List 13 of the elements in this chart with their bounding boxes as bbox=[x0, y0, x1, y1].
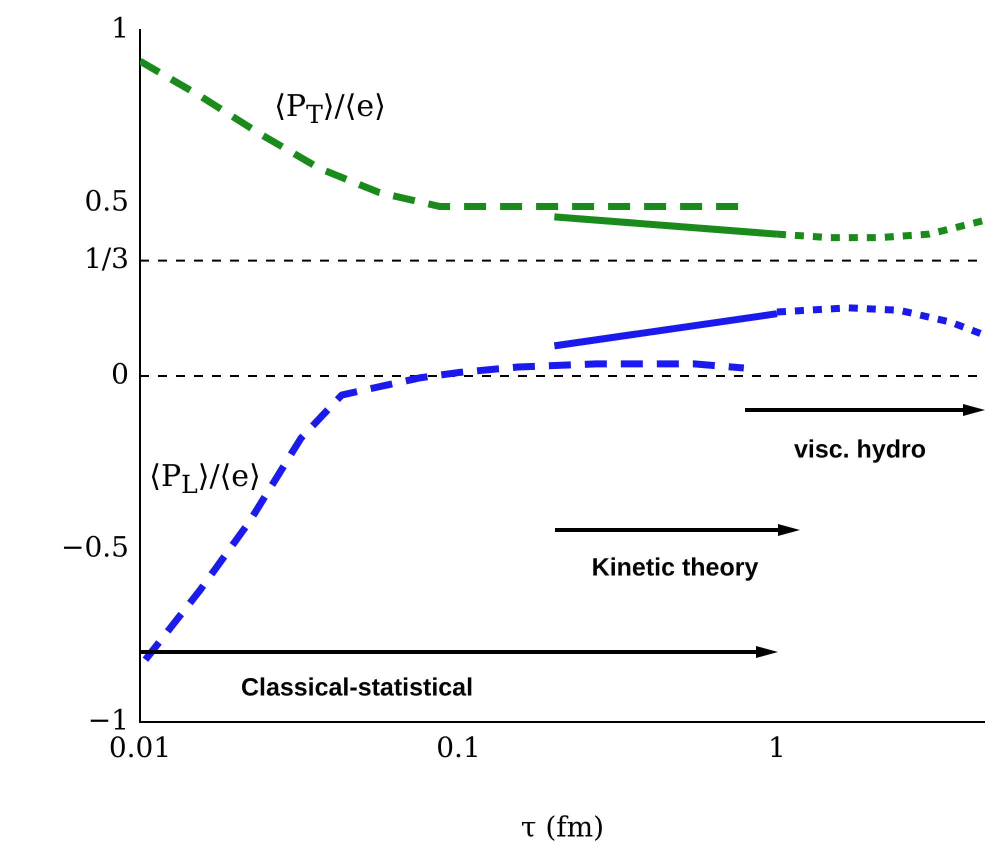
y-tick-label: 0.5 bbox=[84, 184, 129, 218]
annotation: ⟨P$_{L}$⟩/⟨e⟩ bbox=[149, 459, 261, 500]
annotation: visc. hydro bbox=[794, 436, 926, 464]
x-tick-label: 0.1 bbox=[436, 731, 481, 764]
x-axis-title: τ (fm) bbox=[520, 810, 604, 844]
annotation: ⟨P$_{T}$⟩/⟨e⟩ bbox=[274, 89, 386, 130]
y-tick-label: 1 bbox=[111, 11, 129, 44]
annotation: Kinetic theory bbox=[592, 554, 758, 582]
x-tick-label: 1 bbox=[768, 731, 786, 764]
y-tick-label: −0.5 bbox=[61, 530, 129, 564]
y-tick-label: 1/3 bbox=[84, 242, 129, 275]
annotation: Classical-statistical bbox=[240, 674, 474, 702]
y-tick-label: 0 bbox=[111, 357, 129, 390]
